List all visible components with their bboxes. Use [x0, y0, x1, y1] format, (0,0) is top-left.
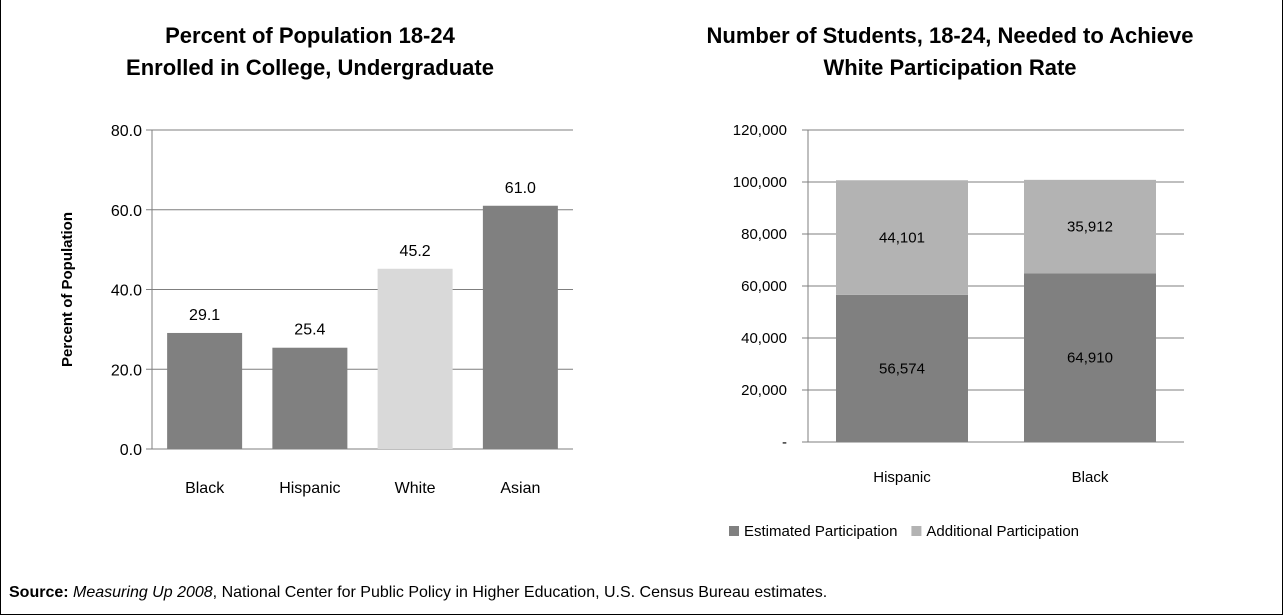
x-tick-label: Black [1072, 469, 1109, 486]
y-tick-label: 80.0 [111, 123, 142, 140]
x-tick-label: Black [185, 480, 225, 497]
right-chart-title-line-2: White Participation Rate [823, 55, 1077, 80]
legend-label: Estimated Participation [744, 523, 897, 540]
source-publication: Measuring Up 2008 [73, 584, 213, 601]
y-tick-label: 20,000 [741, 382, 787, 399]
y-tick-label: 80,000 [741, 226, 787, 243]
y-tick-label: 0.0 [120, 442, 142, 459]
y-tick-label: 40.0 [111, 283, 142, 300]
bar-value-label: 61.0 [505, 180, 536, 197]
right-chart-title: Number of Students, 18-24, Needed to Ach… [625, 20, 1275, 84]
y-tick-label: 20.0 [111, 362, 142, 379]
x-tick-label: Hispanic [279, 480, 340, 497]
legend-swatch [729, 526, 739, 536]
left-chart-title-line-1: Percent of Population 18-24 [165, 23, 455, 48]
bar [482, 205, 558, 449]
x-tick-label: Asian [500, 480, 540, 497]
source-label: Source: [9, 584, 69, 601]
y-tick-label: 60,000 [741, 278, 787, 295]
segment-value-label: 44,101 [879, 230, 925, 247]
left-chart-title-line-2: Enrolled in College, Undergraduate [126, 55, 494, 80]
legend-label: Additional Participation [926, 523, 1079, 540]
bar-value-label: 25.4 [294, 322, 325, 339]
stacked-bar-segment [836, 294, 968, 442]
source-details: , National Center for Public Policy in H… [212, 584, 828, 601]
stacked-bar-segment [1024, 179, 1156, 274]
y-tick-label: 40,000 [741, 330, 787, 347]
bar [377, 268, 453, 449]
left-chart-title: Percent of Population 18-24 Enrolled in … [50, 20, 570, 84]
legend-swatch [911, 526, 922, 536]
stacked-bar-segment [836, 180, 968, 295]
y-tick-label: - [782, 434, 787, 451]
bar-value-label: 29.1 [189, 307, 220, 324]
bar [167, 332, 243, 449]
y-tick-label: 100,000 [733, 174, 787, 191]
y-tick-label: 120,000 [733, 122, 787, 139]
x-tick-label: Hispanic [873, 469, 931, 486]
segment-value-label: 35,912 [1067, 219, 1113, 236]
stacked-bar-segment [1024, 273, 1156, 442]
bar [272, 347, 348, 449]
segment-value-label: 64,910 [1067, 350, 1113, 367]
x-tick-label: White [395, 480, 436, 497]
y-tick-label: 60.0 [111, 203, 142, 220]
right-chart-title-line-1: Number of Students, 18-24, Needed to Ach… [706, 23, 1194, 48]
bar-value-label: 45.2 [400, 243, 431, 260]
source-note: Source: Measuring Up 2008, National Cent… [9, 584, 827, 602]
y-axis-label: Percent of Population [59, 212, 76, 367]
segment-value-label: 56,574 [879, 360, 925, 377]
